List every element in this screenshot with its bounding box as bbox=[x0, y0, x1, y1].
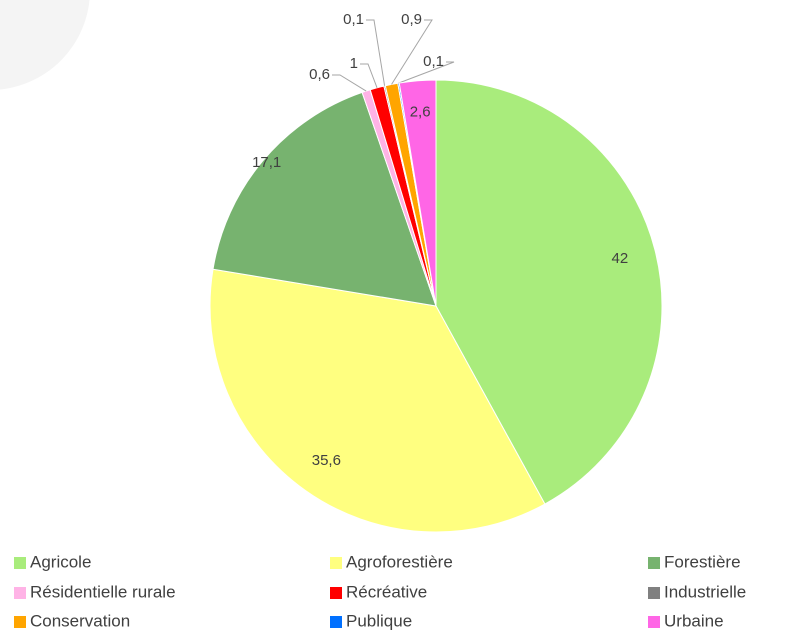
leader-line bbox=[360, 63, 378, 89]
data-label: 42 bbox=[612, 250, 629, 267]
legend-label: Agroforestière bbox=[346, 552, 453, 571]
data-label: 0,6 bbox=[309, 66, 330, 83]
legend-label: Agricole bbox=[30, 552, 91, 571]
legend-label: Récréative bbox=[346, 582, 427, 601]
leader-line bbox=[391, 19, 433, 85]
data-label: 0,1 bbox=[343, 11, 364, 28]
pie-slice bbox=[398, 79, 437, 307]
leader-line bbox=[398, 61, 455, 84]
data-label: 0,9 bbox=[401, 11, 422, 28]
legend-swatch bbox=[330, 587, 342, 599]
data-label: 0,1 bbox=[423, 53, 444, 70]
legend-swatch bbox=[14, 616, 26, 628]
legend-label: Forestière bbox=[664, 552, 741, 571]
legend-label: Industrielle bbox=[664, 582, 746, 601]
data-label: 2,6 bbox=[410, 103, 431, 120]
legend-label: Résidentielle rurale bbox=[30, 582, 176, 601]
leader-line bbox=[332, 74, 367, 92]
data-label: 35,6 bbox=[312, 452, 341, 469]
data-label: 1 bbox=[350, 55, 358, 72]
legend-label: Conservation bbox=[30, 611, 130, 630]
legend-label: Publique bbox=[346, 611, 412, 630]
legend-swatch bbox=[330, 616, 342, 628]
legend-swatch bbox=[648, 616, 660, 628]
data-label: 17,1 bbox=[252, 154, 281, 171]
leader-line bbox=[366, 19, 386, 86]
legend-swatch bbox=[14, 587, 26, 599]
legend-swatch bbox=[330, 557, 342, 569]
legend-swatch bbox=[14, 557, 26, 569]
legend-label: Urbaine bbox=[664, 611, 724, 630]
watermark bbox=[0, 0, 90, 90]
legend-swatch bbox=[648, 557, 660, 569]
pie-slice bbox=[435, 79, 663, 505]
pie-slice bbox=[209, 268, 546, 533]
legend-swatch bbox=[648, 587, 660, 599]
